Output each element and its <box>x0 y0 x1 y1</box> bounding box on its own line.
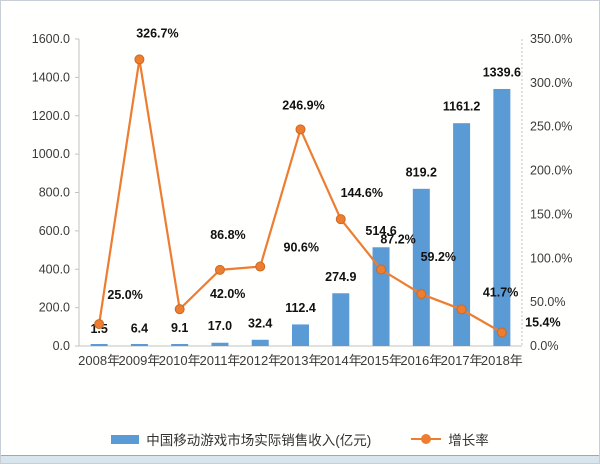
x-axis-category-label: 2011年 <box>199 353 240 368</box>
bar <box>211 342 229 346</box>
x-axis-category-label: 2014年 <box>320 353 362 368</box>
line-marker <box>416 289 427 300</box>
legend-item-revenue: 中国移动游戏市场实际销售收入(亿元) <box>111 429 371 449</box>
legend-bar-swatch <box>111 434 140 444</box>
x-axis-category-label: 2016年 <box>400 353 442 368</box>
window-edge-strip <box>1 455 599 463</box>
legend-line-swatch <box>411 434 442 444</box>
bar <box>292 324 309 346</box>
right-axis-tick-label: 200.0% <box>530 164 572 178</box>
legend-line-label: 增长率 <box>448 433 489 448</box>
x-axis-category-label: 2018年 <box>481 353 523 368</box>
line-marker <box>456 304 467 315</box>
growth-value-label: 87.2% <box>380 233 415 247</box>
bar-value-label: 514.6 <box>365 224 396 238</box>
growth-value-label: 86.8% <box>210 228 245 242</box>
bar-value-label: 112.4 <box>285 301 316 315</box>
left-axis-tick-label: 1600.0 <box>32 32 70 46</box>
bar <box>171 344 189 346</box>
line-marker <box>496 327 507 338</box>
line-marker <box>376 264 387 275</box>
growth-value-label: 59.2% <box>421 250 456 264</box>
combo-chart: 0.0 200.0 400.0 600.0 800.0 1000.0 1200.0 1400.… <box>32 26 573 368</box>
bar <box>251 339 269 346</box>
line-marker <box>214 264 225 275</box>
growth-value-label: 144.6% <box>341 186 383 200</box>
x-axis-category-label: 2009年 <box>118 353 160 368</box>
line-marker <box>295 124 306 135</box>
right-axis-tick-label: 100.0% <box>530 251 572 265</box>
line-marker <box>174 304 185 315</box>
line-marker <box>255 261 266 272</box>
left-axis-tick-label: 200.0 <box>39 301 70 315</box>
bar-value-label: 1161.2 <box>443 100 481 114</box>
bar <box>332 293 350 346</box>
x-axis-category-label: 2012年 <box>239 353 281 368</box>
left-axis-tick-label: 1400.0 <box>32 70 70 84</box>
bar-value-label: 6.4 <box>131 321 148 335</box>
left-axis-tick-label: 800.0 <box>39 186 70 200</box>
bar-value-label: 274.9 <box>325 270 356 284</box>
right-axis-tick-label: 150.0% <box>530 207 572 221</box>
x-axis-category-label: 2015年 <box>360 353 402 368</box>
legend-item-growth: 增长率 <box>411 429 489 449</box>
bar-value-label: 819.2 <box>406 165 437 179</box>
bar <box>130 344 148 346</box>
right-axis-tick-label: 0.0% <box>530 339 559 353</box>
left-axis-tick-label: 1200.0 <box>32 109 70 123</box>
growth-value-label: 42.0% <box>210 287 245 301</box>
x-axis-category-label: 2017年 <box>441 353 483 368</box>
right-axis-tick-label: 350.0% <box>530 32 572 46</box>
growth-value-label: 246.9% <box>282 98 324 112</box>
bar <box>493 88 511 347</box>
left-axis-tick-label: 600.0 <box>39 224 70 238</box>
left-axis-tick-label: 400.0 <box>39 262 70 276</box>
x-axis-category-label: 2008年 <box>78 353 120 368</box>
line-marker <box>335 214 346 225</box>
growth-value-label: 15.4% <box>525 315 560 329</box>
right-axis-tick-label: 250.0% <box>530 120 572 134</box>
bar <box>90 344 108 346</box>
legend-bar-label: 中国移动游戏市场实际销售收入(亿元) <box>146 433 372 448</box>
growth-value-label: 326.7% <box>136 26 178 40</box>
bar <box>453 123 471 346</box>
bar-value-label: 32.4 <box>248 316 272 330</box>
legend-line-marker-icon <box>421 434 432 444</box>
bar-value-label: 17.0 <box>208 319 232 333</box>
right-axis-tick-label: 50.0% <box>530 295 565 309</box>
line-marker <box>134 54 145 65</box>
bar <box>412 188 430 346</box>
chart-legend: 中国移动游戏市场实际销售收入(亿元) 增长率 <box>1 427 599 451</box>
left-axis-tick-label: 0.0 <box>53 339 70 353</box>
x-axis-category-label: 2013年 <box>280 353 322 368</box>
right-axis-tick-label: 300.0% <box>530 76 572 90</box>
line-marker <box>94 319 105 330</box>
growth-value-label: 25.0% <box>107 288 142 302</box>
x-axis-category-label: 2010年 <box>159 353 201 368</box>
bar-value-label: 1339.6 <box>483 65 521 79</box>
growth-value-label: 90.6% <box>284 241 319 255</box>
bar-value-label: 9.1 <box>171 321 188 335</box>
growth-value-label: 41.7% <box>483 285 518 299</box>
left-axis-tick-label: 1000.0 <box>32 147 70 161</box>
